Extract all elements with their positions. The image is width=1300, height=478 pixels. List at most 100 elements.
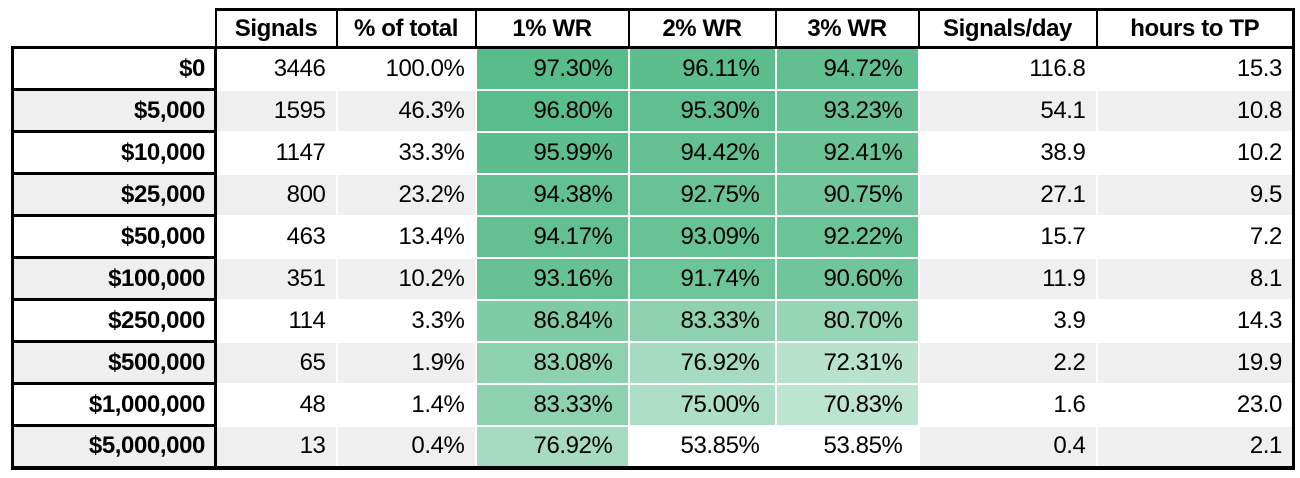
row-label[interactable]: $25,000 [11, 172, 217, 217]
cell-wr1[interactable]: 96.80% [475, 89, 630, 133]
cell-hours-to-tp[interactable]: 23.0 [1096, 383, 1295, 427]
column-header-pct-total[interactable]: % of total [335, 8, 477, 49]
cell-wr2[interactable]: 92.75% [628, 173, 777, 217]
cell-pct-total[interactable]: 100.0% [336, 47, 477, 91]
table-row: $5,000,000 13 0.4% 76.92% 53.85% 53.85% … [11, 424, 1295, 470]
cell-hours-to-tp[interactable]: 9.5 [1096, 173, 1295, 217]
cell-hours-to-tp[interactable]: 10.8 [1096, 89, 1295, 133]
table-row: $10,000 1147 33.3% 95.99% 94.42% 92.41% … [11, 130, 1295, 175]
row-label[interactable]: $0 [11, 46, 217, 91]
cell-wr1[interactable]: 93.16% [475, 257, 630, 301]
cell-wr2[interactable]: 75.00% [628, 383, 777, 427]
cell-wr1[interactable]: 76.92% [475, 425, 630, 470]
cell-signals-day[interactable]: 0.4 [918, 425, 1098, 470]
cell-signals[interactable]: 800 [215, 173, 338, 217]
cell-signals[interactable]: 1595 [215, 89, 338, 133]
cell-wr3[interactable]: 90.60% [775, 257, 920, 301]
cell-wr1[interactable]: 94.38% [475, 173, 630, 217]
cell-wr2[interactable]: 91.74% [628, 257, 777, 301]
table-row: $25,000 800 23.2% 94.38% 92.75% 90.75% 2… [11, 172, 1295, 217]
cell-wr3[interactable]: 92.41% [775, 131, 920, 175]
cell-signals[interactable]: 3446 [215, 47, 338, 91]
cell-hours-to-tp[interactable]: 8.1 [1096, 257, 1295, 301]
cell-signals[interactable]: 114 [215, 299, 338, 343]
cell-wr1[interactable]: 95.99% [475, 131, 630, 175]
table-row: $100,000 351 10.2% 93.16% 91.74% 90.60% … [11, 256, 1295, 301]
cell-signals[interactable]: 1147 [215, 131, 338, 175]
cell-signals-day[interactable]: 11.9 [918, 257, 1098, 301]
cell-wr3[interactable]: 70.83% [775, 383, 920, 427]
cell-signals-day[interactable]: 3.9 [918, 299, 1098, 343]
cell-wr3[interactable]: 94.72% [775, 47, 920, 91]
cell-wr2[interactable]: 94.42% [628, 131, 777, 175]
cell-wr2[interactable]: 95.30% [628, 89, 777, 133]
cell-signals-day[interactable]: 27.1 [918, 173, 1098, 217]
cell-pct-total[interactable]: 1.4% [336, 383, 477, 427]
cell-signals-day[interactable]: 2.2 [918, 341, 1098, 385]
cell-wr1[interactable]: 94.17% [475, 215, 630, 259]
table-row: $5,000 1595 46.3% 96.80% 95.30% 93.23% 5… [11, 88, 1295, 133]
cell-hours-to-tp[interactable]: 14.3 [1096, 299, 1295, 343]
spreadsheet-table-region: Signals % of total 1% WR 2% WR 3% WR Sig… [11, 8, 1295, 470]
column-header-wr2[interactable]: 2% WR [627, 8, 777, 49]
cell-pct-total[interactable]: 10.2% [336, 257, 477, 301]
column-header-wr1[interactable]: 1% WR [474, 8, 630, 49]
cell-pct-total[interactable]: 46.3% [336, 89, 477, 133]
corner-cell[interactable] [12, 9, 216, 48]
cell-signals[interactable]: 48 [215, 383, 338, 427]
cell-signals[interactable]: 13 [215, 425, 338, 470]
cell-signals-day[interactable]: 54.1 [918, 89, 1098, 133]
cell-pct-total[interactable]: 1.9% [336, 341, 477, 385]
cell-wr3[interactable]: 93.23% [775, 89, 920, 133]
cell-pct-total[interactable]: 33.3% [336, 131, 477, 175]
column-header-hours-to-tp[interactable]: hours to TP [1095, 8, 1295, 49]
cell-hours-to-tp[interactable]: 2.1 [1096, 425, 1295, 470]
cell-signals-day[interactable]: 1.6 [918, 383, 1098, 427]
cell-hours-to-tp[interactable]: 10.2 [1096, 131, 1295, 175]
column-header-signals[interactable]: Signals [214, 8, 338, 49]
cell-wr2[interactable]: 76.92% [628, 341, 777, 385]
cell-wr3[interactable]: 80.70% [775, 299, 920, 343]
cell-signals[interactable]: 351 [215, 257, 338, 301]
cell-wr2[interactable]: 96.11% [628, 47, 777, 91]
cell-wr1[interactable]: 83.08% [475, 341, 630, 385]
cell-wr2[interactable]: 83.33% [628, 299, 777, 343]
column-header-signals-day[interactable]: Signals/day [917, 8, 1098, 49]
cell-signals-day[interactable]: 116.8 [918, 47, 1098, 91]
cell-wr3[interactable]: 72.31% [775, 341, 920, 385]
cell-wr1[interactable]: 83.33% [475, 383, 630, 427]
cell-wr1[interactable]: 86.84% [475, 299, 630, 343]
row-label[interactable]: $10,000 [11, 130, 217, 175]
cell-wr2[interactable]: 93.09% [628, 215, 777, 259]
row-label[interactable]: $50,000 [11, 214, 217, 259]
results-table: Signals % of total 1% WR 2% WR 3% WR Sig… [11, 8, 1295, 470]
cell-hours-to-tp[interactable]: 15.3 [1096, 47, 1295, 91]
row-label[interactable]: $250,000 [11, 298, 217, 343]
table-row: $50,000 463 13.4% 94.17% 93.09% 92.22% 1… [11, 214, 1295, 259]
header-row: Signals % of total 1% WR 2% WR 3% WR Sig… [12, 8, 1295, 49]
table-row: $500,000 65 1.9% 83.08% 76.92% 72.31% 2.… [11, 340, 1295, 385]
table-row: $250,000 114 3.3% 86.84% 83.33% 80.70% 3… [11, 298, 1295, 343]
cell-hours-to-tp[interactable]: 19.9 [1096, 341, 1295, 385]
cell-pct-total[interactable]: 23.2% [336, 173, 477, 217]
row-label[interactable]: $5,000 [11, 88, 217, 133]
cell-wr2[interactable]: 53.85% [628, 425, 777, 470]
row-label[interactable]: $5,000,000 [11, 424, 217, 470]
row-label[interactable]: $500,000 [11, 340, 217, 385]
row-label[interactable]: $1,000,000 [11, 382, 217, 427]
cell-wr3[interactable]: 53.85% [775, 425, 920, 470]
cell-signals-day[interactable]: 15.7 [918, 215, 1098, 259]
cell-signals[interactable]: 65 [215, 341, 338, 385]
cell-wr3[interactable]: 92.22% [775, 215, 920, 259]
cell-signals-day[interactable]: 38.9 [918, 131, 1098, 175]
row-label[interactable]: $100,000 [11, 256, 217, 301]
cell-pct-total[interactable]: 3.3% [336, 299, 477, 343]
cell-wr1[interactable]: 97.30% [475, 47, 630, 91]
table-row: $1,000,000 48 1.4% 83.33% 75.00% 70.83% … [11, 382, 1295, 427]
cell-wr3[interactable]: 90.75% [775, 173, 920, 217]
cell-signals[interactable]: 463 [215, 215, 338, 259]
column-header-wr3[interactable]: 3% WR [774, 8, 920, 49]
cell-hours-to-tp[interactable]: 7.2 [1096, 215, 1295, 259]
cell-pct-total[interactable]: 13.4% [336, 215, 477, 259]
cell-pct-total[interactable]: 0.4% [336, 425, 477, 470]
